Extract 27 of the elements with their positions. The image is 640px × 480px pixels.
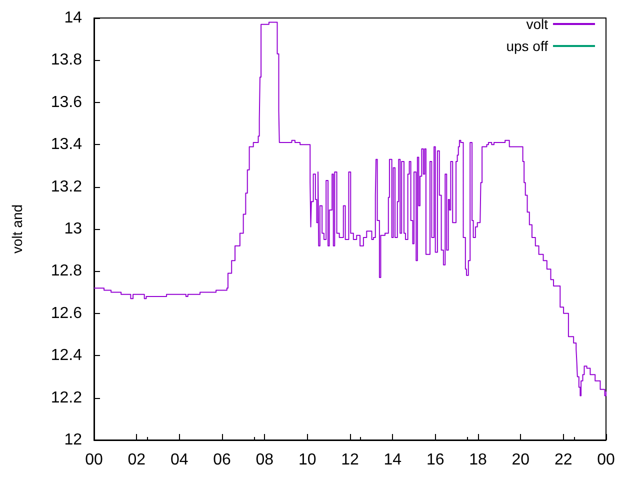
y-tick-label: 13.2 bbox=[50, 178, 82, 196]
x-tick-label: 12 bbox=[341, 452, 359, 468]
legend-label: ups off bbox=[506, 38, 548, 54]
x-tick-label: 20 bbox=[512, 452, 530, 468]
y-tick-label: 13.4 bbox=[50, 136, 82, 154]
x-tick-label: 22 bbox=[554, 452, 572, 468]
y-tick-label: 12.6 bbox=[50, 304, 82, 322]
y-tick-label: 13.8 bbox=[50, 52, 82, 69]
x-tick-label: 10 bbox=[298, 452, 316, 468]
y-tick-label: 12 bbox=[64, 432, 82, 448]
y-tick-label: 13 bbox=[64, 220, 82, 238]
y-tick-label: 13.6 bbox=[50, 94, 82, 111]
y-tick-label: 14 bbox=[64, 10, 82, 26]
x-tick-label: 00 bbox=[597, 452, 615, 468]
y-axis-title: volt and bbox=[9, 204, 25, 254]
x-tick-label: 08 bbox=[256, 452, 274, 468]
x-tick-label: 16 bbox=[426, 452, 444, 468]
x-tick-label: 04 bbox=[170, 452, 188, 468]
x-tick-label: 06 bbox=[213, 452, 231, 468]
y-tick-label: 12.8 bbox=[50, 262, 82, 280]
y-tick-label: 12.4 bbox=[50, 347, 82, 364]
x-tick-label: 02 bbox=[128, 452, 146, 468]
x-tick-label: 00 bbox=[85, 452, 103, 468]
y-tick-label: 12.2 bbox=[50, 389, 82, 406]
legend-label: volt bbox=[526, 16, 548, 32]
x-tick-label: 14 bbox=[384, 452, 402, 468]
x-tick-label: 18 bbox=[469, 452, 487, 468]
